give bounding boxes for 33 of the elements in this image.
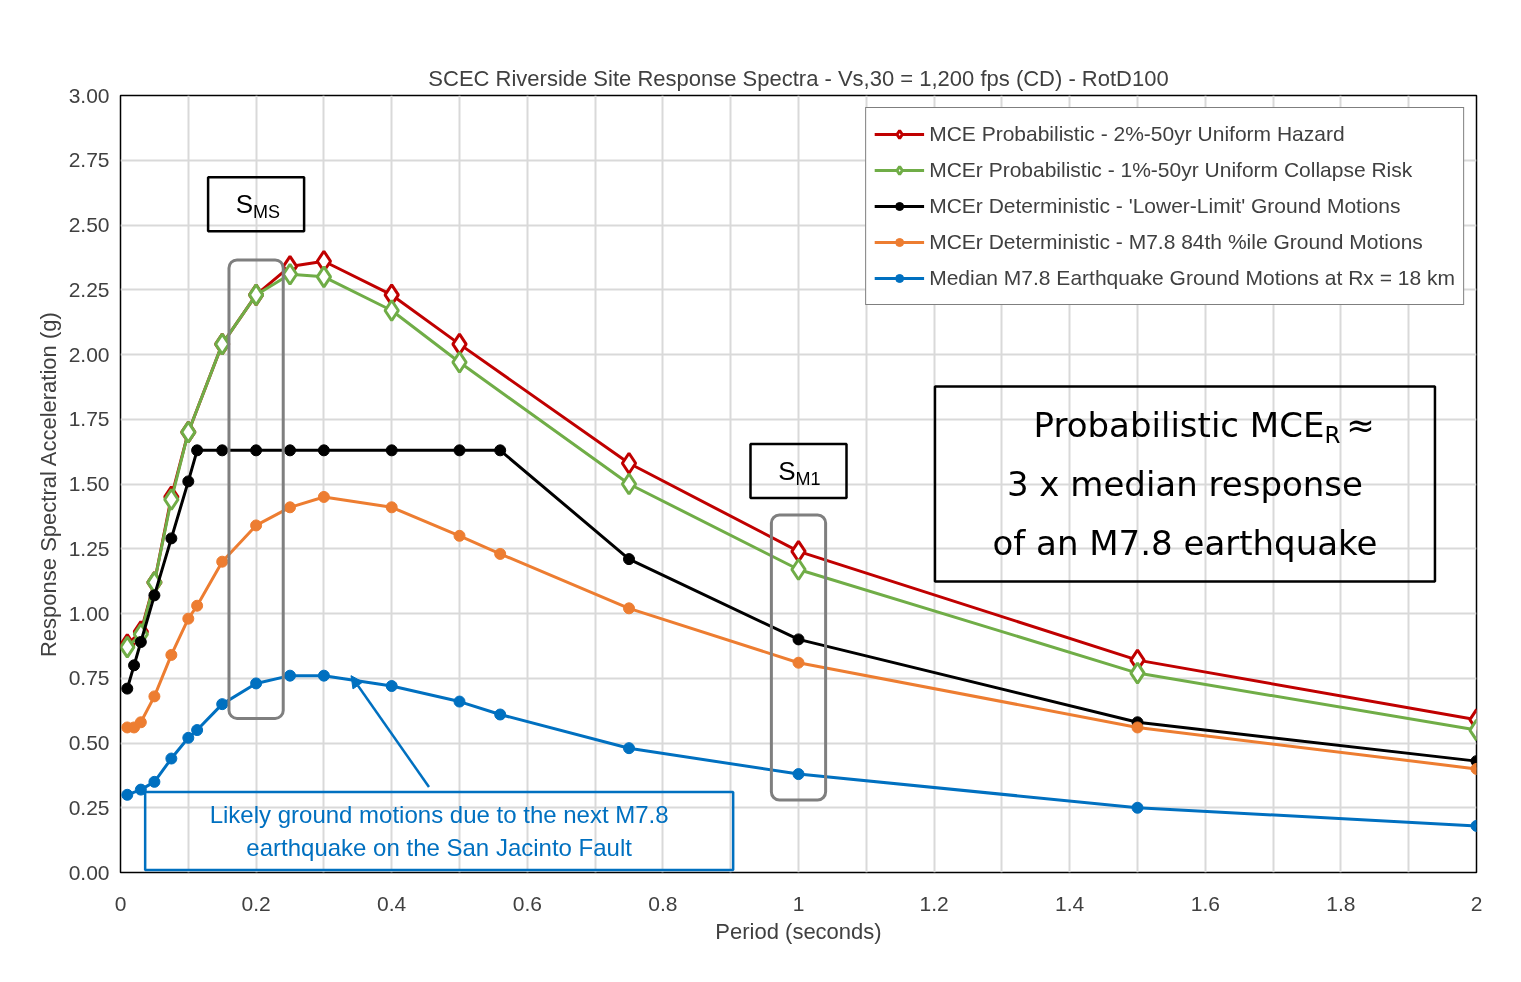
x-tick-label: 0.6 (512, 891, 542, 915)
legend-label: MCEr Deterministic - 'Lower-Limit' Ground Motions (929, 193, 1401, 219)
y-tick-label: 2.00 (68, 342, 110, 366)
x-tick-label: 1.4 (1055, 891, 1085, 915)
x-tick-label: 0.2 (241, 891, 271, 915)
y-tick-label: 0.00 (68, 860, 110, 884)
y-tick-label: 1.25 (68, 536, 110, 560)
legend-label: MCE Probabilistic - 2%-50yr Uniform Hazard (929, 121, 1345, 147)
x-tick-label: 1 (792, 891, 805, 915)
y-tick-label: 1.00 (68, 601, 110, 625)
legend-label: MCEr Probabilistic - 1%-50yr Uniform Collapse Risk (929, 157, 1413, 183)
legend-label: MCEr Deterministic - M7.8 84th %ile Ground Motions (929, 229, 1423, 255)
y-axis-title: Response Spectral Acceleration (g) (35, 312, 61, 658)
chart-title: SCEC Riverside Site Response Spectra - Vs,30 = 1,200 fps (CD) - RotD100 (428, 65, 1169, 91)
y-tick-label: 2.50 (68, 213, 110, 236)
annotation: Likely ground motions due to the next M7.8 earthquake on the San Jacinto Fault (209, 801, 669, 862)
y-tick-label: 0.75 (68, 666, 110, 690)
y-tick-label: 0.25 (68, 795, 110, 819)
x-tick-label: 0.8 (648, 891, 678, 915)
legend-label: Median M7.8 Earthquake Ground Motions at Rx = 18 km (929, 265, 1455, 291)
x-tick-label: 1.6 (1190, 891, 1220, 915)
y-tick-label: 1.50 (68, 472, 110, 495)
x-tick-label: 0 (114, 891, 127, 915)
y-tick-label: 2.75 (68, 148, 110, 172)
y-tick-label: 0.50 (68, 731, 110, 754)
x-axis-title: Period (seconds) (715, 918, 882, 944)
y-tick-label: 3.00 (68, 83, 110, 107)
x-tick-label: 2 (1470, 891, 1483, 915)
x-tick-label: 1.8 (1326, 891, 1356, 915)
x-tick-label: 0.4 (377, 891, 407, 915)
y-tick-label: 1.75 (68, 407, 110, 431)
y-tick-label: 2.25 (68, 277, 110, 301)
x-tick-label: 1.2 (919, 891, 949, 915)
